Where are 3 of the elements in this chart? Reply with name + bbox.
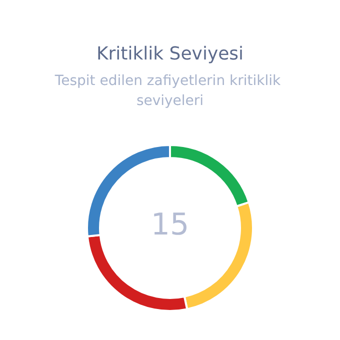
text: 15 <box>150 208 190 242</box>
chart-title: Kritiklik Seviyesi <box>96 44 244 64</box>
chart-subtitle: Tespit edilen zafiyetlerin kritiklik seviyeleri <box>54 73 286 109</box>
